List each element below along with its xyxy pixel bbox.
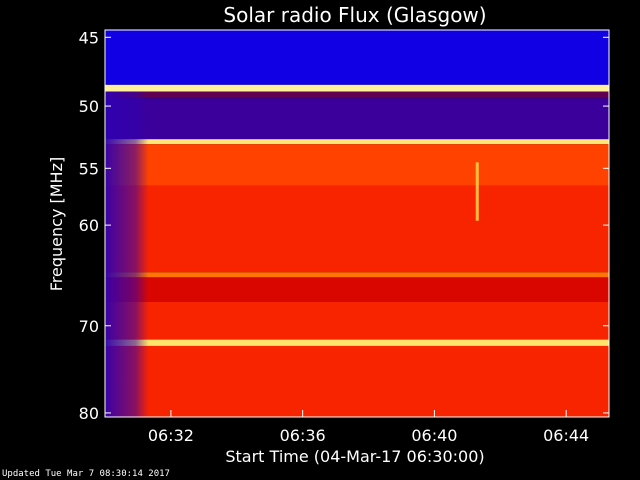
frequency-band-11 — [105, 339, 609, 346]
frequency-band-4 — [105, 98, 609, 140]
frequency-band-10 — [105, 302, 609, 340]
frequency-band-2 — [105, 84, 609, 92]
frequency-band-8 — [105, 272, 609, 278]
x-tick-label: 06:32 — [148, 426, 194, 445]
y-tick-label: 70 — [79, 317, 99, 336]
y-axis-label: Frequency [MHz] — [47, 157, 66, 291]
x-tick-label: 06:36 — [280, 426, 326, 445]
frequency-band-5 — [105, 139, 609, 145]
frequency-band-7 — [105, 185, 609, 273]
frequency-band-1 — [105, 30, 609, 85]
plot-frame — [104, 29, 610, 418]
x-tick-label: 06:44 — [543, 426, 589, 445]
chart-title: Solar radio Flux (Glasgow) — [223, 3, 486, 27]
y-axis: 45 50 55 60 70 80 — [79, 28, 609, 423]
frequency-band-12 — [105, 345, 609, 417]
low-signal-region — [105, 91, 149, 418]
y-tick-label: 80 — [79, 404, 99, 423]
y-tick-label: 50 — [79, 97, 99, 116]
y-tick-label: 45 — [79, 28, 99, 47]
y-tick-label: 60 — [79, 216, 99, 235]
y-tick-label: 55 — [79, 159, 99, 178]
x-tick-label: 06:40 — [411, 426, 457, 445]
radio-burst-1 — [475, 162, 479, 221]
frequency-band-3 — [105, 91, 609, 99]
updated-timestamp: Updated Tue Mar 7 08:30:14 2017 — [2, 469, 170, 479]
frequency-band-9 — [105, 277, 609, 303]
x-axis: 06:32 06:36 06:40 06:44 — [148, 410, 589, 445]
frequency-band-6 — [105, 144, 609, 186]
x-axis-label: Start Time (04-Mar-17 06:30:00) — [225, 447, 484, 466]
heatmap-area — [105, 30, 609, 418]
